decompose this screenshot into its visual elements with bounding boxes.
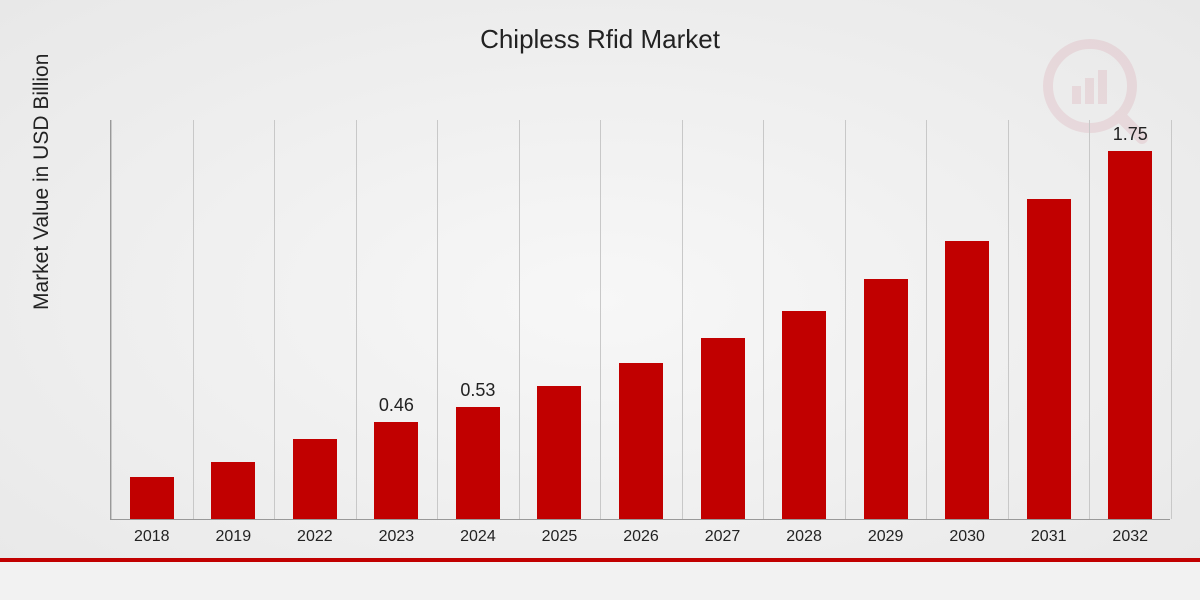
bar-value-label: 0.46: [379, 395, 414, 416]
grid-line: [193, 120, 194, 519]
x-tick-label: 2027: [705, 528, 741, 546]
y-axis-title: Market Value in USD Billion: [30, 54, 54, 310]
bar: [619, 363, 663, 519]
bar-value-label: 1.75: [1113, 124, 1148, 145]
x-tick-label: 2019: [216, 528, 252, 546]
bar: [1108, 151, 1152, 519]
bar: [456, 407, 500, 519]
bar: [1027, 199, 1071, 519]
bar: [864, 279, 908, 519]
grid-line: [763, 120, 764, 519]
x-tick-label: 2030: [949, 528, 985, 546]
x-tick-label: 2018: [134, 528, 170, 546]
bar: [374, 422, 418, 519]
x-tick-label: 2024: [460, 528, 496, 546]
x-tick-label: 2022: [297, 528, 333, 546]
plot-region: 20182019202220230.4620240.53202520262027…: [110, 120, 1170, 520]
bar: [130, 477, 174, 519]
chart-area: 20182019202220230.4620240.53202520262027…: [90, 120, 1170, 520]
grid-line: [111, 120, 112, 519]
bar: [211, 462, 255, 519]
x-tick-label: 2032: [1112, 528, 1148, 546]
grid-line: [1008, 120, 1009, 519]
grid-line: [437, 120, 438, 519]
x-tick-label: 2029: [868, 528, 904, 546]
bar: [537, 386, 581, 519]
bar-value-label: 0.53: [460, 380, 495, 401]
x-tick-label: 2028: [786, 528, 822, 546]
grid-line: [845, 120, 846, 519]
x-tick-label: 2025: [542, 528, 578, 546]
bar: [701, 338, 745, 519]
grid-line: [600, 120, 601, 519]
bar: [293, 439, 337, 519]
bar: [782, 311, 826, 519]
bar: [945, 241, 989, 519]
x-tick-label: 2031: [1031, 528, 1067, 546]
grid-line: [682, 120, 683, 519]
grid-line: [1089, 120, 1090, 519]
x-tick-label: 2023: [379, 528, 415, 546]
grid-line: [356, 120, 357, 519]
chart-title: Chipless Rfid Market: [0, 0, 1200, 55]
grid-line: [926, 120, 927, 519]
grid-line: [1171, 120, 1172, 519]
bottom-accent-band: [0, 558, 1200, 600]
grid-line: [274, 120, 275, 519]
x-tick-label: 2026: [623, 528, 659, 546]
grid-line: [519, 120, 520, 519]
